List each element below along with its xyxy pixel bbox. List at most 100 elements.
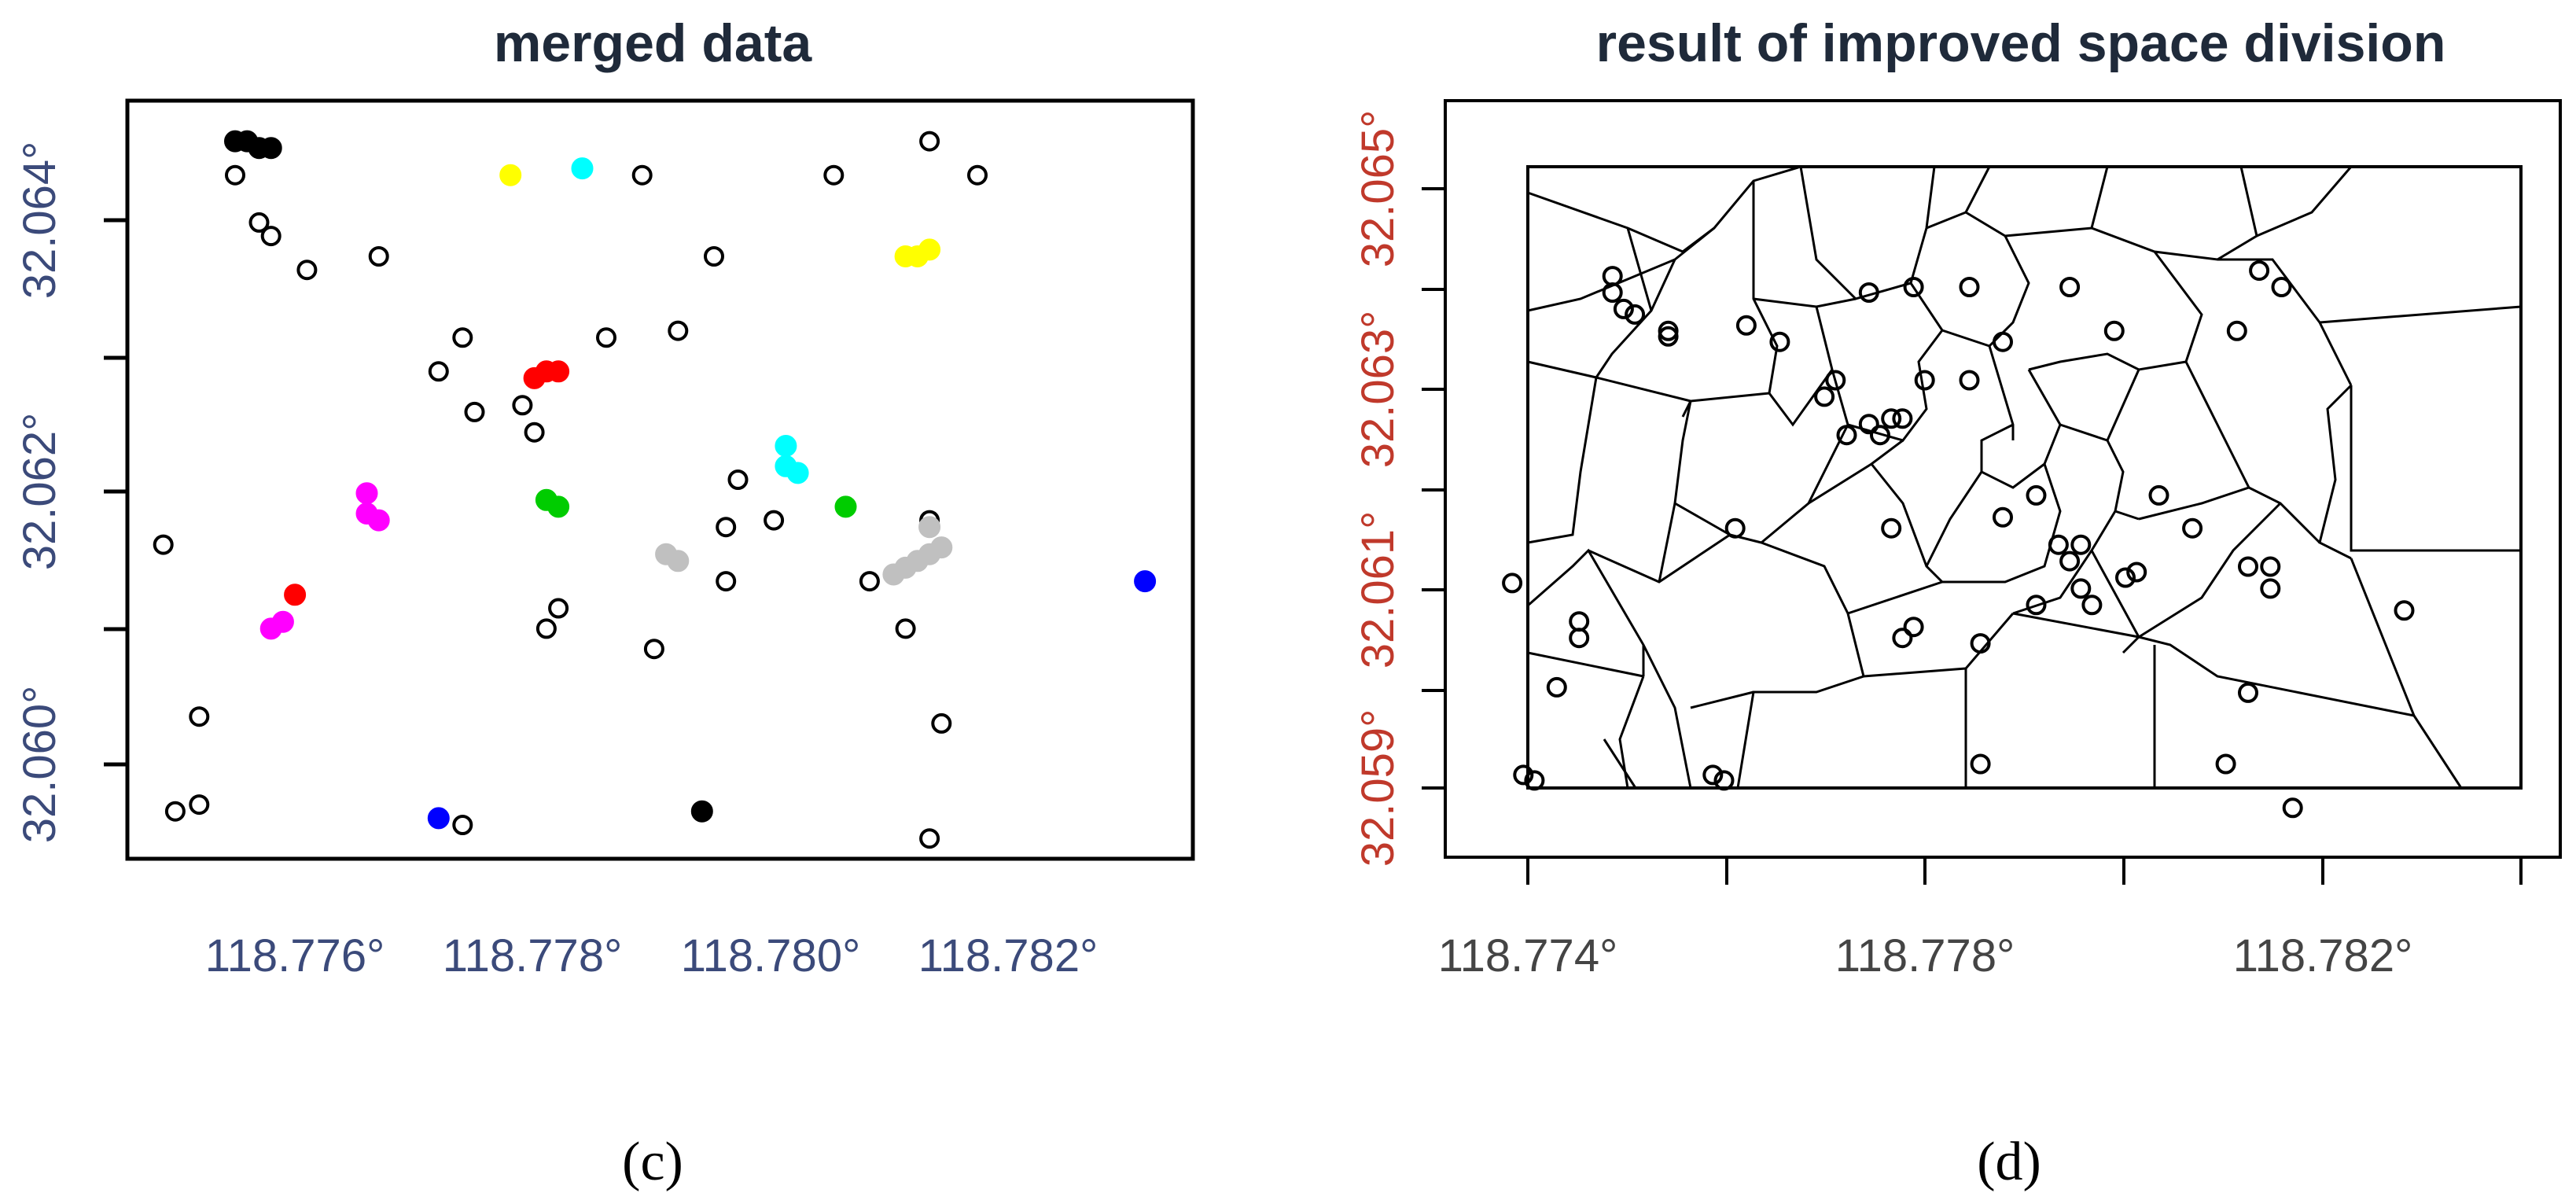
data-point-open	[189, 794, 210, 816]
voronoi-edge	[1527, 377, 1598, 544]
data-point-open	[596, 327, 616, 348]
voronoi-edge	[1527, 259, 1676, 379]
voronoi-edge	[1925, 471, 1983, 567]
data-point-site	[1658, 326, 1679, 347]
voronoi-edge	[1815, 306, 1944, 442]
data-point-red	[547, 360, 570, 383]
data-point-site	[1569, 611, 1590, 632]
voronoi-edge	[2012, 612, 2140, 639]
voronoi-edge	[1527, 226, 1715, 312]
voronoi-edge	[2138, 635, 2415, 717]
voronoi-edge	[2059, 369, 2140, 442]
data-point-site	[1914, 370, 1935, 391]
data-point-gray	[667, 550, 690, 573]
voronoi-edge	[1527, 165, 1801, 253]
voronoi-edge	[1527, 651, 1644, 678]
data-point-open	[428, 361, 449, 382]
data-point-open	[512, 395, 533, 416]
data-point-site	[2048, 534, 2069, 555]
panel-c-x-tick: 118.778°	[443, 930, 623, 981]
panel-d-y-tick: 32.065°	[1352, 110, 1404, 268]
data-point-site	[2238, 682, 2258, 703]
data-point-open	[452, 327, 473, 348]
data-point-site	[2070, 534, 2092, 555]
voronoi-edge	[1863, 667, 1967, 678]
voronoi-edge	[2256, 166, 2353, 237]
data-point-open	[823, 164, 845, 186]
panel-d-x-tick: 118.774°	[1438, 930, 1618, 981]
data-point-site	[2271, 277, 2292, 297]
data-point-site	[1903, 617, 1924, 638]
voronoi-edge	[1673, 400, 1762, 544]
data-point-site	[1993, 331, 2013, 352]
data-point-magenta	[367, 509, 390, 532]
panel-d-voronoi-edges	[1527, 165, 2522, 789]
data-point-site	[2260, 578, 2281, 599]
data-point-site	[1769, 331, 1790, 352]
voronoi-edge	[1761, 424, 1849, 544]
data-point-site	[1858, 414, 1879, 435]
data-point-open	[368, 246, 389, 267]
data-point-open	[895, 618, 916, 639]
voronoi-edge	[1942, 463, 2062, 584]
data-point-site	[1903, 277, 1924, 297]
voronoi-edge	[1626, 227, 1653, 311]
data-point-site	[1513, 764, 1534, 786]
data-point-site	[2026, 595, 2047, 616]
data-point-open	[524, 422, 545, 443]
voronoi-edge	[1658, 503, 1676, 583]
voronoi-edge	[1761, 541, 1849, 614]
data-point-site	[1870, 425, 1890, 446]
panel-c-caption: (c)	[622, 1132, 683, 1192]
data-point-open	[967, 164, 988, 186]
voronoi-edge	[2090, 166, 2109, 229]
voronoi-edge	[2004, 166, 2258, 261]
data-point-open	[668, 320, 689, 341]
data-point-cyan	[786, 462, 809, 484]
data-point-magenta	[355, 482, 378, 505]
data-point-site	[2126, 561, 2147, 583]
data-point-open	[716, 571, 737, 592]
panel-d-title: result of improved space division	[1596, 13, 2446, 73]
voronoi-edge	[2090, 550, 2140, 638]
data-point-site	[2059, 277, 2081, 297]
data-point-site	[1858, 282, 1879, 303]
panel-d-voronoi: result of improved space division	[1352, 13, 2562, 1192]
data-point-open	[764, 510, 785, 531]
voronoi-edge	[2318, 384, 2353, 560]
panel-c-y-tick: 32.064°	[14, 142, 65, 300]
data-point-open	[631, 164, 653, 186]
data-point-site	[2260, 556, 2281, 577]
data-point-open	[248, 212, 270, 233]
data-point-green	[834, 495, 857, 518]
data-point-site	[1970, 753, 1991, 775]
voronoi-edge	[1736, 613, 1865, 789]
data-point-open	[643, 639, 664, 660]
data-point-site	[1625, 304, 1646, 325]
data-point-open	[727, 469, 749, 490]
data-point-site	[2070, 578, 2092, 599]
voronoi-edge	[2350, 558, 2463, 789]
data-point-black	[259, 137, 282, 160]
data-point-site	[1959, 277, 1980, 297]
data-point-site	[1546, 676, 1567, 698]
panel-c-plot-frame	[125, 98, 1195, 861]
data-point-yellow	[918, 238, 941, 261]
voronoi-edge	[1768, 369, 1834, 427]
data-point-site	[1825, 370, 1846, 391]
data-point-site	[1524, 770, 1545, 791]
voronoi-edge	[2184, 361, 2250, 488]
panel-c-points	[153, 130, 1157, 849]
data-point-site	[2115, 567, 2136, 588]
voronoi-edge	[1808, 439, 1904, 505]
data-point-red	[284, 584, 307, 606]
data-point-magenta	[271, 610, 294, 633]
voronoi-edge	[1799, 166, 1912, 300]
data-point-site	[1602, 266, 1623, 287]
panel-d-caption: (d)	[1977, 1132, 2041, 1192]
data-point-site	[1724, 517, 1746, 539]
data-point-open	[153, 534, 174, 555]
panel-c-x-tick: 118.782°	[918, 930, 1098, 981]
panel-d-y-axis: 32.059° 32.061° 32.063° 32.065°	[1352, 110, 1445, 867]
panel-d-y-tick: 32.063°	[1352, 311, 1404, 469]
